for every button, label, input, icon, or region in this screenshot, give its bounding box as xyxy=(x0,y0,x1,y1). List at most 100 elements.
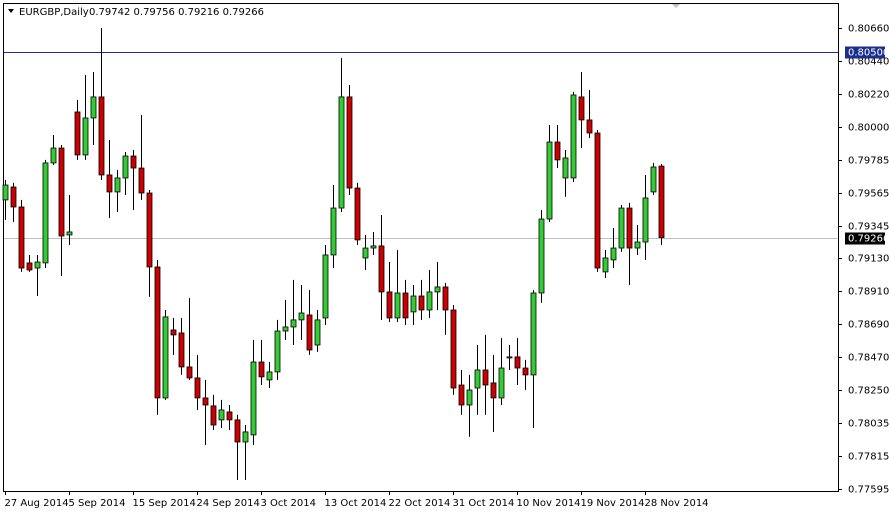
candle-body xyxy=(162,316,169,399)
candle-body xyxy=(402,292,409,319)
y-tick-label: 0.77595 xyxy=(848,485,889,496)
candle-body xyxy=(170,329,177,336)
candle-body xyxy=(226,411,233,421)
candle-body xyxy=(450,309,457,389)
candle-body xyxy=(210,405,217,426)
candle-body xyxy=(138,167,145,194)
candle-body xyxy=(394,292,401,319)
candle-body xyxy=(546,141,553,220)
x-tick-label: 13 Oct 2014 xyxy=(325,498,387,509)
candle-body xyxy=(626,207,633,249)
candle-body xyxy=(410,295,417,313)
y-tick-label: 0.79345 xyxy=(848,222,889,233)
x-tick-label: 19 Nov 2014 xyxy=(581,498,645,509)
y-tick-label: 0.78910 xyxy=(848,287,889,298)
candle-body xyxy=(554,141,561,161)
x-tick-label: 22 Oct 2014 xyxy=(389,498,451,509)
candle-body xyxy=(618,207,625,249)
y-tick-label: 0.78250 xyxy=(848,386,889,397)
candle-body xyxy=(90,96,97,119)
x-tick-label: 28 Nov 2014 xyxy=(645,498,709,509)
candle-body xyxy=(338,96,345,209)
candle-body xyxy=(26,262,33,271)
candle-body xyxy=(42,162,49,264)
candle-body xyxy=(122,155,129,179)
x-tick-label: 5 Sep 2014 xyxy=(69,498,126,509)
x-tick-label: 24 Sep 2014 xyxy=(197,498,260,509)
candle-body xyxy=(474,369,481,389)
candle-body xyxy=(506,356,513,359)
candle-body xyxy=(386,291,393,319)
candle-body xyxy=(154,266,161,399)
candle-body xyxy=(58,147,65,237)
candle-body xyxy=(586,119,593,134)
y-tick-label: 0.77815 xyxy=(848,452,889,463)
candle-body xyxy=(194,377,201,399)
candle-body xyxy=(522,367,529,376)
x-tick-label: 3 Oct 2014 xyxy=(261,498,316,509)
y-tick-label: 0.80660 xyxy=(848,24,889,35)
y-tick-label: 0.79785 xyxy=(848,156,889,167)
y-tick-label: 0.79565 xyxy=(848,189,889,200)
candle-body xyxy=(330,207,337,256)
candle-body xyxy=(82,117,89,156)
candle-body xyxy=(634,241,641,249)
candle-body xyxy=(298,312,305,321)
candle-body xyxy=(18,206,25,269)
candle-body xyxy=(434,286,441,293)
candle-body xyxy=(306,314,313,351)
candle-body xyxy=(458,384,465,406)
ohlc-readout: 0.79742 0.79756 0.79216 0.79266 xyxy=(89,7,264,18)
candle-body xyxy=(290,319,297,328)
candle-body xyxy=(242,431,249,443)
candle-body xyxy=(274,330,281,373)
x-tick-label: 10 Nov 2014 xyxy=(517,498,581,509)
candle-body xyxy=(498,367,505,399)
candle-body xyxy=(650,166,657,193)
symbol-title: EURGBP,Daily xyxy=(19,7,89,18)
y-tick-label: 0.80220 xyxy=(848,90,889,101)
candle-body xyxy=(642,197,649,243)
candle-body xyxy=(66,231,73,236)
bid-line-label: 0.79266 xyxy=(848,234,889,245)
candle-body xyxy=(490,382,497,399)
candle-body xyxy=(266,371,273,381)
candle-body xyxy=(98,96,105,176)
candle-body xyxy=(354,187,361,241)
candle-body xyxy=(314,319,321,346)
candle-body xyxy=(610,247,617,261)
shift-marker[interactable] xyxy=(672,4,680,8)
candle-body xyxy=(250,361,257,436)
y-tick-label: 0.79130 xyxy=(848,254,889,265)
candle-body xyxy=(594,132,601,269)
plot-frame xyxy=(3,3,839,492)
candle-body xyxy=(106,174,113,193)
candle-body xyxy=(442,286,449,311)
candle-body xyxy=(578,96,585,121)
candle-body xyxy=(378,245,385,293)
y-tick-label: 0.80000 xyxy=(848,123,889,134)
horizontal-line-label-bg xyxy=(845,46,885,59)
candle-body xyxy=(186,366,193,379)
horizontal-line-label: 0.80500 xyxy=(848,48,889,59)
menu-arrow[interactable] xyxy=(8,9,14,13)
candle-body xyxy=(282,326,289,332)
candle-body xyxy=(178,332,185,368)
candle-body xyxy=(538,218,545,294)
candle-body xyxy=(530,292,537,376)
candle-body xyxy=(562,157,569,179)
candle-body xyxy=(370,245,377,249)
candle-body xyxy=(658,165,665,239)
candle-body xyxy=(34,261,41,269)
candle-body xyxy=(50,147,57,164)
candle-body xyxy=(322,254,329,319)
y-tick-label: 0.78690 xyxy=(848,320,889,331)
candle-body xyxy=(362,247,369,259)
candle-body xyxy=(218,409,225,421)
y-tick-label: 0.80440 xyxy=(848,57,889,68)
candle-body xyxy=(514,356,521,369)
x-tick-label: 15 Sep 2014 xyxy=(133,498,196,509)
candle-body xyxy=(2,184,9,201)
